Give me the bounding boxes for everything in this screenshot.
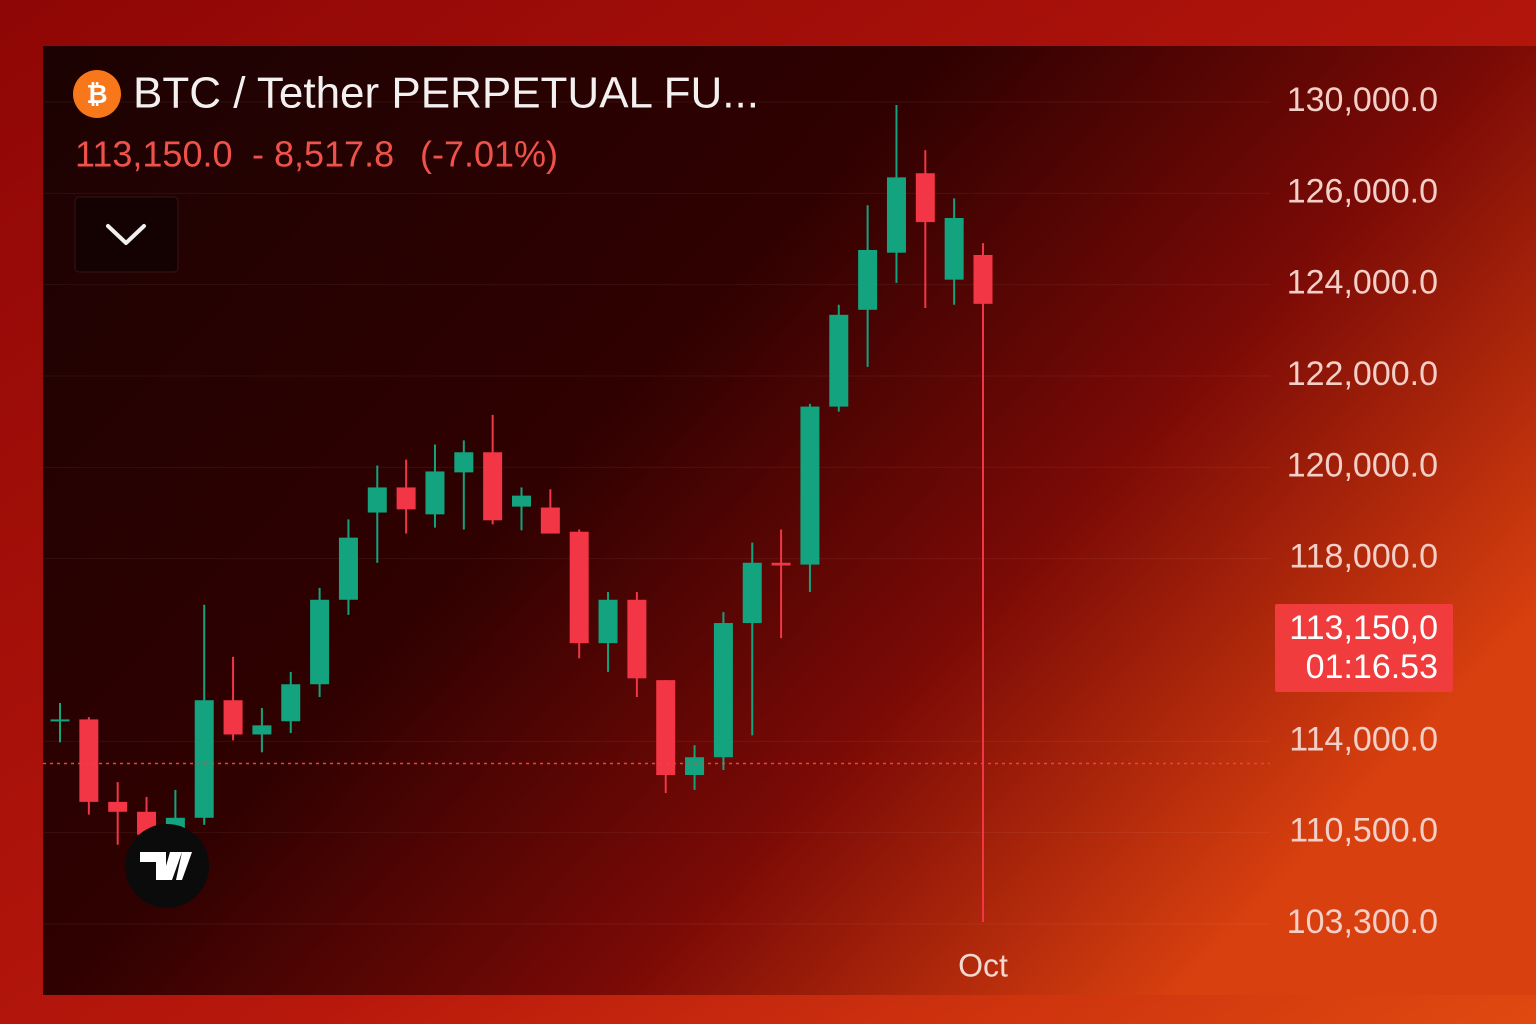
candle-body [742,562,762,624]
candle-body [425,471,445,515]
x-tick-label: Oct [958,947,1008,983]
candle-body [569,531,589,644]
y-tick-label: 120,000.0 [1287,446,1438,484]
candle-body [627,599,647,679]
coin-symbol: ₿ [86,79,107,109]
candle-body [713,623,733,758]
badge-countdown: 01:16.53 [1306,648,1438,686]
y-tick-label: 110,500.0 [1289,812,1438,850]
candle-body [944,217,964,280]
candle-body [886,177,906,253]
y-tick-label: 103,300.0 [1287,903,1438,941]
candle-body [223,700,243,735]
badge-box [1275,604,1453,692]
candle-body [194,700,214,818]
candle-body [79,719,99,802]
candle-body [252,725,272,735]
y-tick-label: 118,000.0 [1289,538,1438,576]
candle-body [483,452,503,521]
y-tick-label: 114,000.0 [1289,720,1438,758]
candle-body [512,495,531,507]
y-tick-label: 122,000.0 [1287,355,1438,393]
candle-body [858,249,878,310]
price-badge: 113,150,0 01:16.53 [1275,604,1453,692]
candle-body [281,684,301,722]
candle-body [108,801,128,812]
candle-body [540,507,560,534]
candle-body [800,406,820,565]
candle-body [454,452,474,473]
candle-body [656,680,676,775]
y-tick-label: 124,000.0 [1287,264,1438,302]
candle-body [338,537,358,600]
price-change-percent: (-7.01%) [420,134,558,175]
button-frame[interactable] [74,196,179,273]
watermark-logo [125,824,209,908]
badge-price: 113,150,0 [1289,609,1438,647]
coin-icon [73,70,121,118]
logo-mark [140,852,192,880]
candle-body [915,173,935,223]
candle-body [50,719,70,722]
last-price: 113,150.0 [75,134,232,175]
chart-panel [43,46,1536,995]
candle-body [973,254,993,304]
candle-body [367,487,387,513]
price-change: - 8,517.8 [252,134,394,175]
y-tick-label: 130,000.0 [1287,81,1438,119]
candle-body [829,314,849,407]
candle-body [771,562,791,566]
candle-body [685,757,705,775]
expand-button[interactable] [74,196,179,273]
chevron-icon[interactable] [106,224,146,245]
candle-body [598,599,618,644]
y-tick-label: 126,000.0 [1287,172,1438,210]
symbol-title: BTC / Tether PERPETUAL FU... [133,69,759,118]
candle-body [396,487,416,510]
candle-body [310,599,330,685]
